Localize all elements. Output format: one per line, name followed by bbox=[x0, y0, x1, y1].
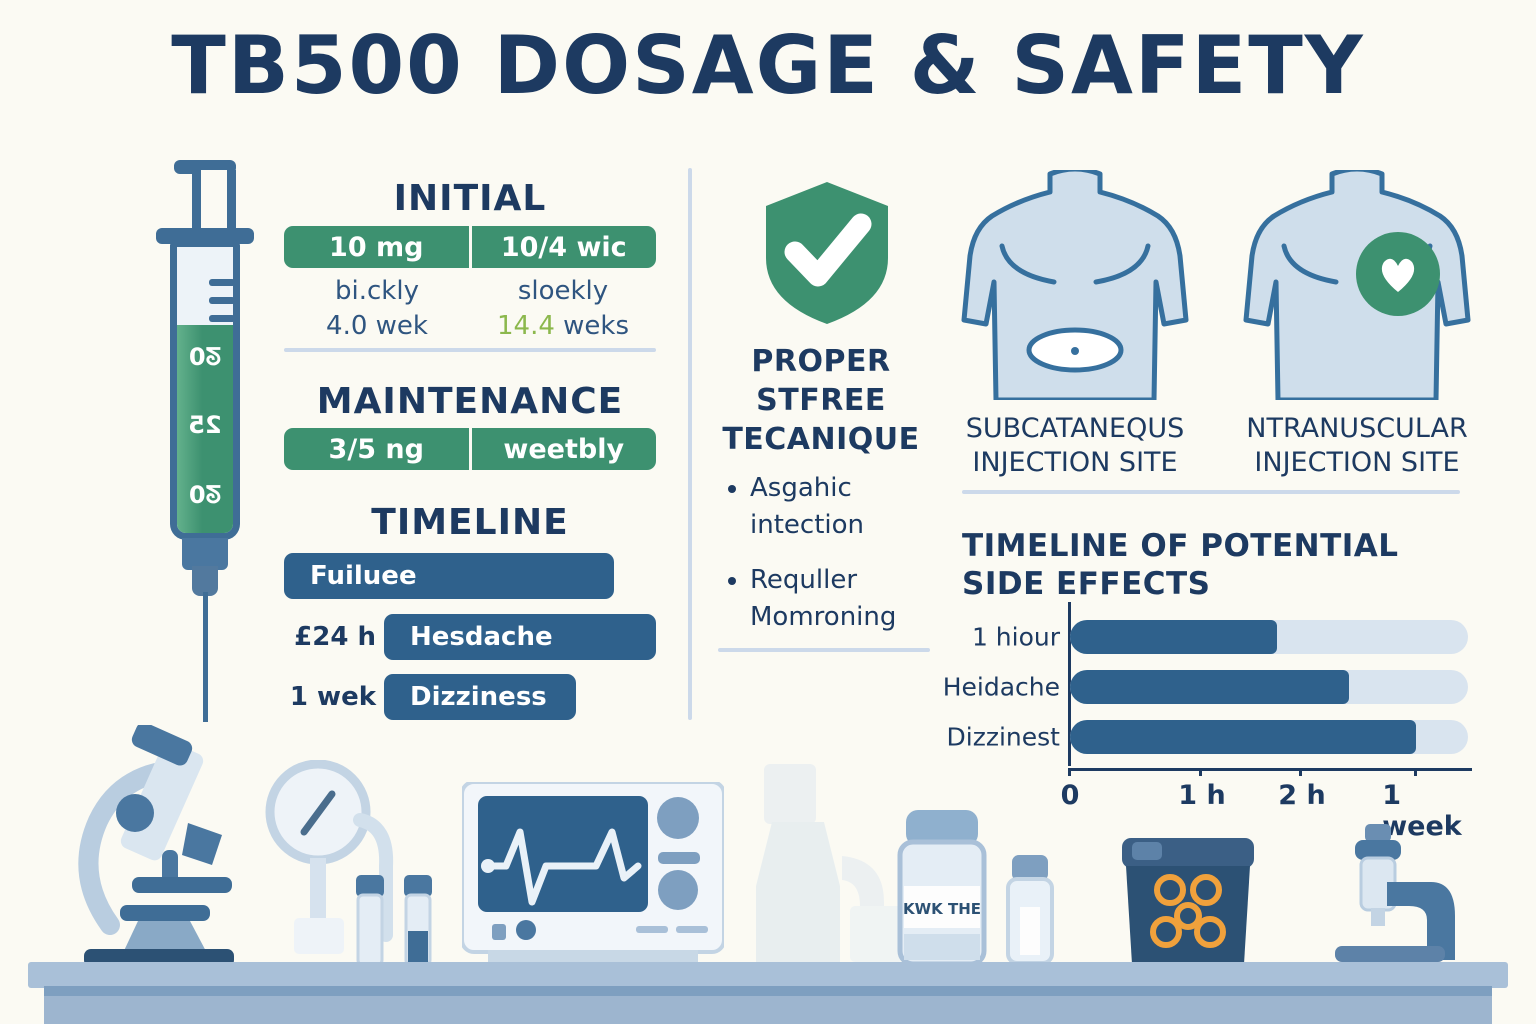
initial-sub-left-line1: bi.ckly bbox=[335, 276, 419, 306]
timeline-label-bar: Hesdache bbox=[384, 614, 656, 660]
syringe-marking: 25 bbox=[188, 411, 222, 439]
initial-dose-frequency: 10/4 wic bbox=[468, 226, 656, 268]
small-vial-icon bbox=[398, 875, 438, 967]
timeline-heading: TIMELINE bbox=[371, 502, 569, 543]
pressure-gauge-icon bbox=[260, 759, 400, 965]
syringe-illustration: ᘔ0 25 ᘔ0 bbox=[152, 160, 258, 760]
side-effects-bar-chart: 1 hiour Heidache Dizzinest 0 1 h 2 h 1 w… bbox=[943, 602, 1472, 842]
site-label-line2: INJECTION SITE bbox=[972, 446, 1178, 478]
chart-x-tick bbox=[1068, 768, 1071, 776]
initial-sub-right-unit: weks bbox=[563, 311, 630, 342]
sharps-container-icon bbox=[1118, 838, 1258, 968]
maintenance-dose-pills: 3/5 ng weetbly bbox=[284, 428, 656, 470]
maintenance-dose-amount: 3/5 ng bbox=[284, 428, 469, 470]
technique-bullet-item: Asgahic intection bbox=[750, 470, 934, 544]
timeline-time: £24 h bbox=[294, 622, 376, 652]
maintenance-heading: MAINTENANCE bbox=[316, 381, 624, 422]
chart-y-axis bbox=[1068, 602, 1071, 766]
horizontal-divider-initial bbox=[284, 348, 656, 352]
initial-heading: INITIAL bbox=[393, 178, 547, 219]
chart-x-tick bbox=[1414, 768, 1417, 776]
chart-category-label: 1 hiour bbox=[971, 622, 1060, 652]
chart-track: 1 hiour bbox=[972, 620, 1468, 654]
syringe-barrel: ᘔ0 25 ᘔ0 bbox=[170, 240, 240, 540]
syringe-needle bbox=[203, 592, 208, 722]
chart-category-label: Dizzinest bbox=[946, 722, 1060, 752]
timeline-time: 1 wek bbox=[289, 682, 376, 712]
chart-x-tick bbox=[1299, 768, 1302, 776]
site-label-line1: SUBCATANEQUS bbox=[965, 413, 1185, 444]
injection-site-label-subcutaneous: SUBCATANEQUS INJECTION SITE bbox=[940, 412, 1210, 480]
vertical-divider-main bbox=[688, 168, 692, 720]
technique-title: PROPER STFREE TECANIQUE bbox=[722, 344, 920, 457]
chart-bar bbox=[1070, 670, 1349, 704]
labeled-vial-icon: KWK THE bbox=[890, 810, 994, 968]
bench-surface bbox=[28, 962, 1508, 988]
lab-glassware-icon bbox=[742, 756, 912, 968]
syringe-plunger-rod bbox=[192, 170, 236, 232]
chart-bar bbox=[1070, 720, 1417, 754]
shield-check-icon bbox=[762, 180, 892, 326]
timeline-label-bar: Dizziness bbox=[384, 674, 576, 720]
initial-sub-left: bi.ckly 4.0 wek bbox=[284, 274, 470, 344]
chart-track: Dizzinest bbox=[947, 720, 1468, 754]
small-vial-icon bbox=[350, 875, 390, 967]
chart-x-tick-label: 1 week bbox=[1382, 780, 1462, 842]
initial-dose-amount: 10 mg bbox=[284, 226, 469, 268]
chart-category-label: Heidache bbox=[942, 672, 1060, 702]
initial-dose-pills: 10 mg 10/4 wic bbox=[284, 226, 656, 268]
initial-sub-right-line2: 14.4 weks bbox=[470, 309, 656, 344]
page-title: TB500 DOSAGE & SAFETY bbox=[171, 19, 1365, 112]
horizontal-divider-chart bbox=[962, 490, 1460, 494]
technique-bullets: Asgahic intection Requller Momroning bbox=[724, 470, 934, 654]
timeline-row: £24 h Hesdache bbox=[284, 614, 656, 660]
torso-abdomen-icon bbox=[950, 166, 1200, 403]
chart-track: Heidache bbox=[943, 670, 1468, 704]
chart-bar bbox=[1070, 620, 1277, 654]
chart-x-tick bbox=[1199, 768, 1202, 776]
initial-sub-right: sloekly 14.4 weks bbox=[470, 274, 656, 344]
technique-bullet-item: Requller Momroning bbox=[750, 562, 934, 636]
timeline-row: 1 wek Dizziness bbox=[284, 674, 656, 720]
timeline-row: 11 Fuiluee bbox=[284, 553, 656, 599]
syringe-fluid bbox=[177, 325, 233, 533]
initial-sub-right-line1: sloekly bbox=[517, 276, 609, 306]
syringe-cone bbox=[192, 566, 218, 596]
timeline-label-bar: Fuiluee bbox=[284, 553, 614, 599]
microscope-icon bbox=[70, 722, 280, 967]
syringe-tick bbox=[209, 315, 233, 322]
initial-sub-left-line2: 4.0 wek bbox=[326, 311, 428, 342]
ecg-monitor-icon bbox=[460, 780, 726, 968]
torso-deltoid-icon bbox=[1232, 166, 1482, 403]
biohazard-icon bbox=[1150, 874, 1226, 948]
syringe-marking: ᘔ0 bbox=[188, 343, 222, 371]
syringe-tick bbox=[209, 279, 233, 286]
injection-site-label-intramuscular: NTRANUSCULAR INJECTION SITE bbox=[1212, 412, 1502, 480]
bench-edge bbox=[44, 986, 1492, 998]
microscope-icon bbox=[1335, 820, 1485, 968]
maintenance-dose-frequency: weetbly bbox=[468, 428, 656, 470]
vial-label-text: KWK THE bbox=[903, 900, 981, 918]
syringe-marking: ᘔ0 bbox=[188, 481, 222, 509]
chart-x-tick-label: 1 h bbox=[1178, 780, 1226, 811]
bench-front bbox=[44, 996, 1492, 1024]
site-label-line2: INJECTION SITE bbox=[1254, 446, 1460, 478]
chart-title: TIMELINE OF POTENTIAL SIDE EFFECTS bbox=[962, 528, 1399, 602]
syringe-hub bbox=[182, 538, 228, 570]
initial-sub-right-number: 14.4 bbox=[496, 311, 555, 342]
clear-vial-icon bbox=[1000, 855, 1060, 967]
chart-x-axis bbox=[1068, 768, 1472, 771]
chart-x-tick-label: 0 bbox=[1060, 780, 1080, 811]
site-label-line1: NTRANUSCULAR bbox=[1246, 413, 1468, 444]
horizontal-divider-technique bbox=[718, 648, 930, 652]
syringe-tick bbox=[209, 297, 233, 304]
chart-x-tick-label: 2 h bbox=[1278, 780, 1326, 811]
